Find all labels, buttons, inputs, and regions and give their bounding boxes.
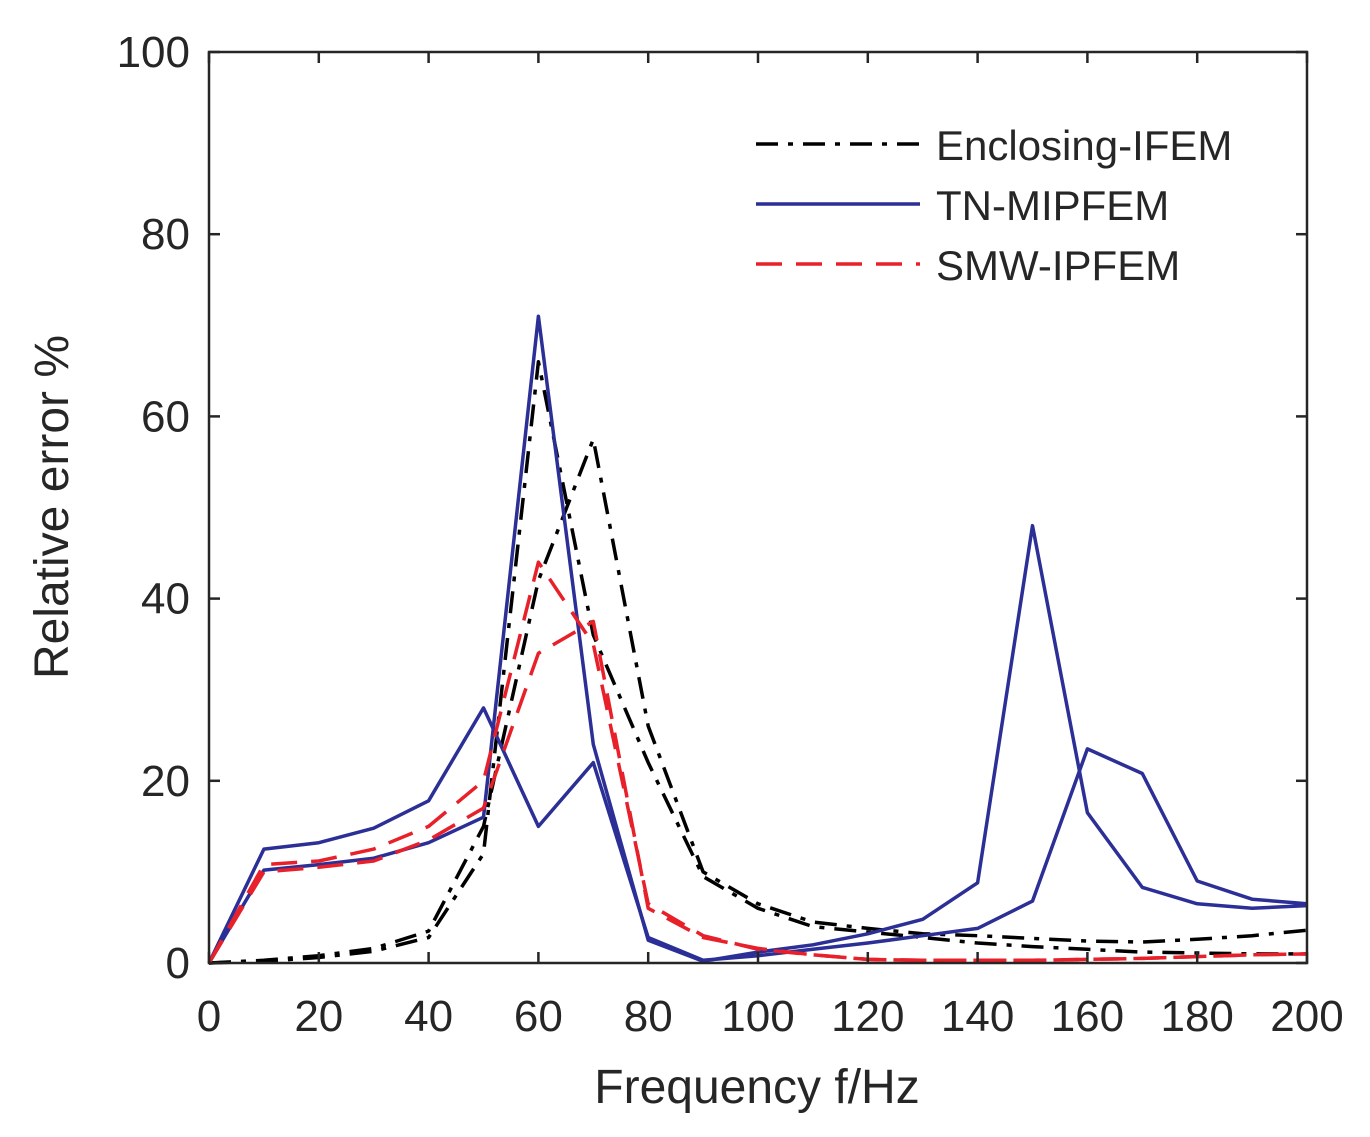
y-tick-label: 20 [141, 757, 190, 806]
legend-layer: Enclosing-IFEM TN-MIPFEM SMW-IPFEM [756, 122, 1232, 289]
y-tick-label: 0 [166, 939, 190, 988]
x-tick-label: 160 [1051, 992, 1124, 1041]
x-tick-label: 180 [1160, 992, 1233, 1041]
lines-layer [207, 314, 1308, 965]
series-line-enclosing-ifem-b [208, 359, 1307, 965]
x-tick-label: 120 [831, 992, 904, 1041]
x-axis-title: Frequency f/Hz [594, 1061, 919, 1114]
series-line-enclosing-ifem-a [208, 437, 1308, 965]
x-tick-label: 60 [514, 992, 563, 1041]
series-line-smw-ipfem-b [207, 619, 1308, 964]
y-tick-label: 40 [141, 575, 190, 624]
y-tick-label: 100 [117, 28, 190, 77]
y-tick-label: 60 [141, 392, 190, 441]
x-tick-label: 80 [624, 992, 673, 1041]
axes-layer: 0 20 40 60 80 100 120 140 160 180 200 0 20 40 60 80 100 [117, 28, 1344, 1041]
series-line-tn-mipfem-a [207, 706, 1308, 964]
x-tick-label: 40 [404, 992, 453, 1041]
x-tick-label: 140 [941, 992, 1014, 1041]
x-tick-label: 20 [294, 992, 343, 1041]
x-tick-label: 100 [721, 992, 794, 1041]
legend-label-smw-ipfem: SMW-IPFEM [936, 242, 1180, 289]
legend-label-enclosing-ifem: Enclosing-IFEM [936, 122, 1232, 169]
legend-label-tn-mipfem: TN-MIPFEM [936, 182, 1169, 229]
x-tick-label: 0 [197, 992, 221, 1041]
x-tick-label: 200 [1270, 992, 1343, 1041]
series-line-tn-mipfem-b [207, 314, 1308, 964]
y-tick-label: 80 [141, 210, 190, 259]
y-axis-title: Relative error % [26, 335, 79, 679]
